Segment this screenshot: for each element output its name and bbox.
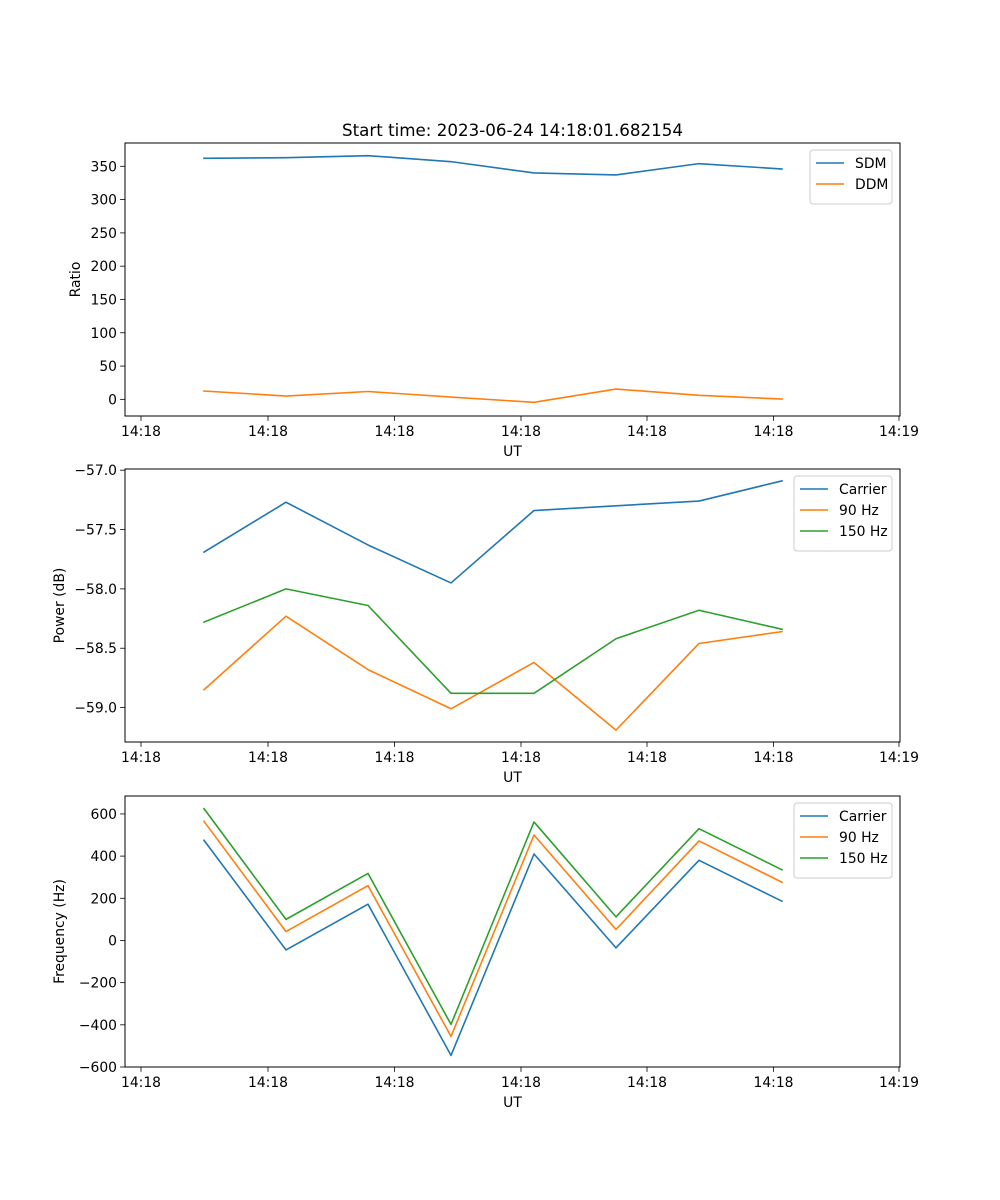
- y-tick-label: 200: [90, 259, 117, 275]
- x-tick-label: 14:18: [627, 1075, 667, 1091]
- x-tick-label: 14:18: [753, 424, 793, 440]
- x-tick-label: 14:18: [248, 1075, 288, 1091]
- y-axis-label: Power (dB): [52, 568, 68, 644]
- x-axis-label: UT: [503, 1095, 522, 1111]
- y-tick-label: 350: [90, 159, 117, 175]
- series-line-150-hz: [202, 588, 783, 695]
- legend-label: 90 Hz: [839, 830, 879, 846]
- x-tick-label: 14:18: [374, 1075, 414, 1091]
- y-tick-label: 300: [90, 193, 117, 209]
- figure-title: Start time: 2023-06-24 14:18:01.682154: [342, 120, 683, 140]
- y-tick-label: 400: [90, 849, 117, 865]
- x-axis-label: UT: [503, 770, 522, 786]
- legend-label: 150 Hz: [839, 524, 888, 540]
- plot-frame: [124, 142, 901, 417]
- series-line-90-hz: [202, 820, 784, 1038]
- y-tick-label: −400: [79, 1018, 117, 1034]
- charts: 14:18 14:18 14:18 14:18 14:18 14:18 14:19 0 50 10…: [52, 142, 919, 1111]
- legend: Carrier 90 Hz 150 Hz: [793, 475, 893, 552]
- series-line-150-hz: [202, 807, 784, 1026]
- series-line-90-hz: [202, 615, 783, 731]
- plot-frame: [124, 468, 901, 743]
- y-tick-label: 0: [108, 933, 117, 949]
- y-tick-label: 100: [90, 326, 117, 342]
- x-tick-label: 14:18: [121, 750, 161, 766]
- x-tick-label: 14:18: [627, 750, 667, 766]
- x-tick-label: 14:18: [374, 750, 414, 766]
- chart-panel-2: 14:18 14:18 14:18 14:18 14:18 14:18 14:19 −59.0…: [52, 463, 919, 786]
- legend-label: 150 Hz: [839, 851, 888, 867]
- x-tick-label: 14:19: [879, 750, 919, 766]
- legend-label: DDM: [855, 177, 888, 193]
- x-tick-label: 14:18: [121, 424, 161, 440]
- y-tick-label: −57.0: [74, 463, 117, 479]
- x-tick-label: 14:18: [627, 424, 667, 440]
- legend-box: [793, 802, 893, 879]
- legend-label: SDM: [855, 156, 887, 172]
- x-tick-label: 14:18: [753, 1075, 793, 1091]
- x-tick-label: 14:18: [121, 1075, 161, 1091]
- y-tick-label: 600: [90, 807, 117, 823]
- x-tick-label: 14:18: [248, 424, 288, 440]
- y-axis-label: Frequency (Hz): [52, 879, 68, 984]
- x-tick-label: 14:18: [374, 424, 414, 440]
- series-line-carrier: [202, 839, 784, 1057]
- y-tick-label: −600: [79, 1060, 117, 1076]
- legend-label: Carrier: [839, 809, 887, 825]
- x-tick-label: 14:18: [248, 750, 288, 766]
- y-tick-label: −59.0: [74, 701, 117, 717]
- x-tick-label: 14:19: [879, 424, 919, 440]
- x-axis-label: UT: [503, 444, 522, 460]
- series-line-sdm: [203, 154, 783, 176]
- x-tick-label: 14:19: [879, 1075, 919, 1091]
- x-tick-label: 14:18: [501, 424, 541, 440]
- y-tick-label: 250: [90, 226, 117, 242]
- y-axis-label: Ratio: [68, 262, 84, 298]
- chart-panel-1: 14:18 14:18 14:18 14:18 14:18 14:18 14:19 0 50 10…: [68, 142, 919, 460]
- y-tick-label: −58.0: [74, 582, 117, 598]
- chart-panel-3: 14:18 14:18 14:18 14:18 14:18 14:18 14:19 −600 −…: [52, 795, 919, 1111]
- y-tick-label: 150: [90, 292, 117, 308]
- plot-frame: [124, 795, 901, 1068]
- series-line-carrier: [202, 479, 783, 584]
- y-tick-label: 50: [99, 359, 117, 375]
- legend-label: 90 Hz: [839, 503, 879, 519]
- x-tick-label: 14:18: [501, 1075, 541, 1091]
- y-tick-label: 0: [108, 392, 117, 408]
- y-tick-label: −58.5: [74, 641, 117, 657]
- legend-box: [793, 475, 893, 552]
- series-line-ddm: [203, 388, 783, 404]
- x-tick-label: 14:18: [501, 750, 541, 766]
- legend-label: Carrier: [839, 482, 887, 498]
- legend: SDM DDM: [809, 149, 893, 205]
- y-tick-label: −57.5: [74, 523, 117, 539]
- legend: Carrier 90 Hz 150 Hz: [793, 802, 893, 879]
- y-tick-label: 200: [90, 891, 117, 907]
- x-tick-label: 14:18: [753, 750, 793, 766]
- y-tick-label: −200: [79, 976, 117, 992]
